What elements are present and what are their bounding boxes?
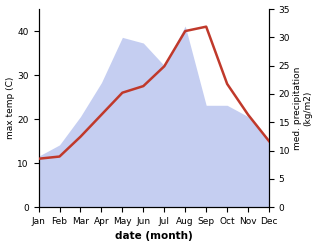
Y-axis label: med. precipitation
(kg/m2): med. precipitation (kg/m2) bbox=[293, 66, 313, 150]
Y-axis label: max temp (C): max temp (C) bbox=[5, 77, 15, 139]
X-axis label: date (month): date (month) bbox=[115, 231, 193, 242]
